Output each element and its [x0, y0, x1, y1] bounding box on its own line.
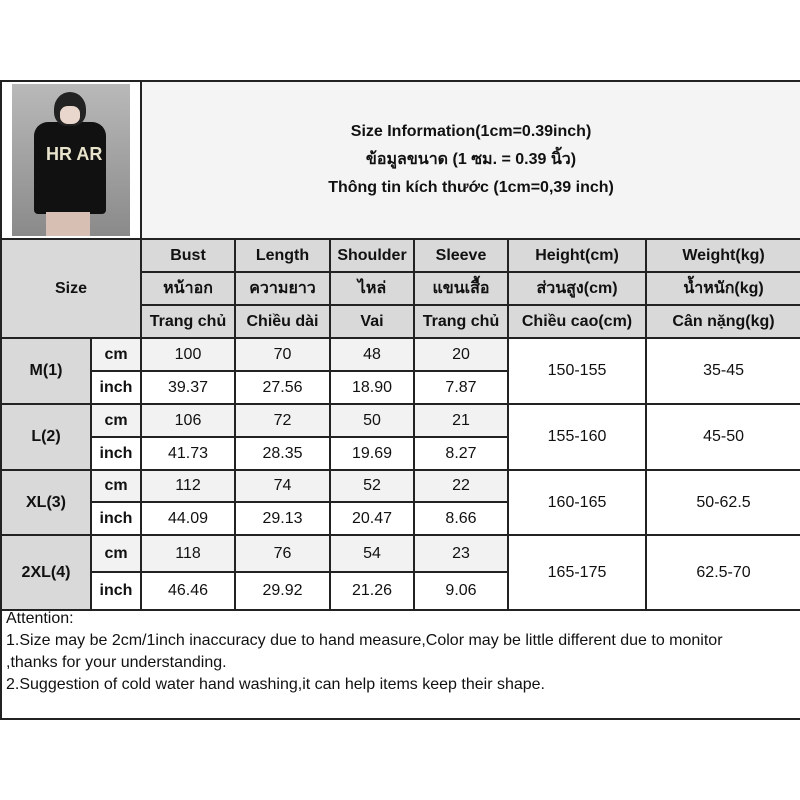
col-header-th: ส่วนสูง(cm)	[507, 271, 647, 306]
measurement-cm: 54	[329, 534, 415, 573]
measurement-cm: 23	[413, 534, 509, 573]
weight-range: 62.5-70	[644, 534, 800, 611]
size-chart-table: HR AR Size Information(1cm=0.39inch) ข้อ…	[0, 80, 800, 611]
unit-inch: inch	[90, 501, 142, 536]
unit-inch: inch	[90, 571, 142, 611]
col-header-th: แขนเสื้อ	[413, 271, 509, 306]
measurement-inch: 46.46	[140, 571, 236, 611]
col-header-th: น้ำหนัก(kg)	[644, 271, 800, 306]
height-range: 150-155	[507, 337, 647, 405]
title-cell: Size Information(1cm=0.39inch) ข้อมูลขนา…	[139, 80, 800, 240]
measurement-inch: 27.56	[234, 370, 331, 405]
measurement-cm: 52	[329, 469, 415, 503]
col-header-en: Height(cm)	[507, 238, 647, 273]
weight-range: 35-45	[644, 337, 800, 405]
col-header-th: หน้าอก	[140, 271, 236, 306]
size-label: 2XL(4)	[0, 534, 92, 611]
measurement-cm: 70	[234, 337, 331, 372]
unit-cm: cm	[90, 337, 142, 372]
col-header-en: Bust	[140, 238, 236, 273]
model-image: HR AR	[12, 84, 130, 236]
size-header: Size	[0, 238, 142, 339]
measurement-cm: 72	[234, 403, 331, 438]
product-photo: HR AR	[0, 80, 142, 240]
measurement-inch: 19.69	[329, 436, 415, 471]
measurement-cm: 118	[140, 534, 236, 573]
unit-inch: inch	[90, 370, 142, 405]
unit-cm: cm	[90, 534, 142, 573]
shirt-print: HR AR	[46, 144, 103, 164]
height-range: 165-175	[507, 534, 647, 611]
table-row-inch: inch 44.09 29.13 20.47 8.66	[1, 501, 800, 536]
col-header-vi: Cân nặng(kg)	[644, 304, 800, 339]
table-row-cm: M(1) cm 100 70 48 20 150-155 35-45	[0, 337, 800, 405]
size-label: XL(3)	[0, 469, 92, 536]
measurement-inch: 39.37	[140, 370, 236, 405]
title-thai: ข้อมูลขนาด (1 ซม. = 0.39 นิ้ว)	[365, 151, 577, 168]
measurement-cm: 50	[329, 403, 415, 438]
measurement-inch: 29.92	[234, 571, 331, 611]
measurement-cm: 20	[413, 337, 509, 372]
table-row-inch: inch 41.73 28.35 19.69 8.27	[1, 436, 800, 471]
measurement-cm: 106	[140, 403, 236, 438]
height-range: 155-160	[507, 403, 647, 471]
measurement-cm: 76	[234, 534, 331, 573]
title-english: Size Information(1cm=0.39inch)	[350, 123, 592, 140]
table-row-inch: inch 39.37 27.56 18.90 7.87	[1, 370, 800, 405]
col-header-vi: Chiều dài	[234, 304, 331, 339]
col-header-en: Weight(kg)	[644, 238, 800, 273]
col-header-vi: Trang chủ	[140, 304, 236, 339]
size-label: L(2)	[0, 403, 92, 471]
height-range: 160-165	[507, 469, 647, 536]
measurement-inch: 29.13	[234, 501, 331, 536]
table-row-inch: inch 46.46 29.92 21.26 9.06	[1, 571, 800, 611]
measurement-inch: 28.35	[234, 436, 331, 471]
attention-line: ,thanks for your understanding.	[6, 654, 227, 671]
col-header-vi: Vai	[329, 304, 415, 339]
col-header-th: ความยาว	[234, 271, 331, 306]
measurement-inch: 8.27	[413, 436, 509, 471]
col-header-en: Length	[234, 238, 331, 273]
col-header-vi: Chiều cao(cm)	[507, 304, 647, 339]
measurement-cm: 22	[413, 469, 509, 503]
attention-heading: Attention:	[6, 610, 74, 627]
measurement-cm: 74	[234, 469, 331, 503]
measurement-inch: 44.09	[140, 501, 236, 536]
size-label: M(1)	[0, 337, 92, 405]
measurement-cm: 21	[413, 403, 509, 438]
measurement-inch: 18.90	[329, 370, 415, 405]
col-header-en: Shoulder	[329, 238, 415, 273]
measurement-inch: 21.26	[329, 571, 415, 611]
attention-line: 1.Size may be 2cm/1inch inaccuracy due t…	[6, 632, 723, 649]
measurement-inch: 8.66	[413, 501, 509, 536]
weight-range: 50-62.5	[644, 469, 800, 536]
measurement-inch: 20.47	[329, 501, 415, 536]
attention-line: 2.Suggestion of cold water hand washing,…	[6, 676, 545, 693]
table-row-cm: XL(3) cm 112 74 52 22 160-165 50-62.5	[0, 469, 800, 536]
col-header-en: Sleeve	[413, 238, 509, 273]
measurement-cm: 48	[329, 337, 415, 372]
measurement-cm: 100	[140, 337, 236, 372]
weight-range: 45-50	[644, 403, 800, 471]
unit-cm: cm	[90, 469, 142, 503]
col-header-vi: Trang chủ	[413, 304, 509, 339]
attention-notes: Attention: 1.Size may be 2cm/1inch inacc…	[0, 608, 800, 720]
measurement-inch: 9.06	[413, 571, 509, 611]
title-vietnamese: Thông tin kích thước (1cm=0,39 inch)	[328, 179, 614, 196]
unit-cm: cm	[90, 403, 142, 438]
col-header-th: ไหล่	[329, 271, 415, 306]
measurement-inch: 41.73	[140, 436, 236, 471]
measurement-inch: 7.87	[413, 370, 509, 405]
unit-inch: inch	[90, 436, 142, 471]
table-row-cm: L(2) cm 106 72 50 21 155-160 45-50	[0, 403, 800, 471]
table-row-cm: 2XL(4) cm 118 76 54 23 165-175 62.5-70	[0, 534, 800, 611]
measurement-cm: 112	[140, 469, 236, 503]
